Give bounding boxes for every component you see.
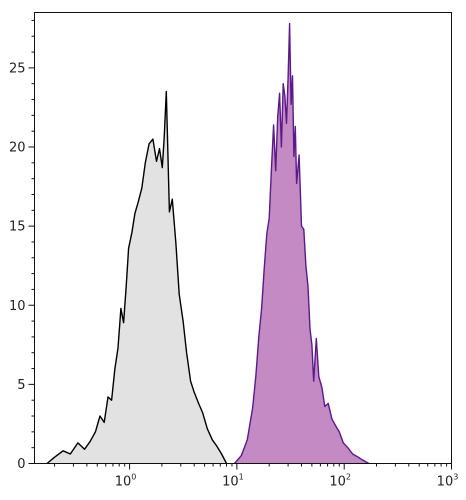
axes-layer [34,12,452,464]
x-tick-label: 101 [222,473,244,490]
y-tick-label: 15 [9,220,26,235]
histogram-line-2 [233,22,370,465]
x-tick-label: 100 [115,473,137,490]
y-tick-label: 10 [9,299,26,314]
histogram-fill-1 [47,91,227,464]
series-layer [46,22,370,465]
histogram-fill-2 [234,23,369,464]
x-tick-label: 102 [329,473,351,490]
y-tick-label: 20 [9,141,26,156]
y-tick-label: 0 [17,457,25,472]
y-tick-label: 25 [9,61,26,76]
x-tick-label: 103 [437,473,459,490]
plot-frame [34,12,452,464]
histogram-line-1 [46,90,228,465]
y-tick-label: 5 [17,378,25,393]
tick-layer: 0 5 10 15 20 25 100 101 102 103 [9,19,459,490]
